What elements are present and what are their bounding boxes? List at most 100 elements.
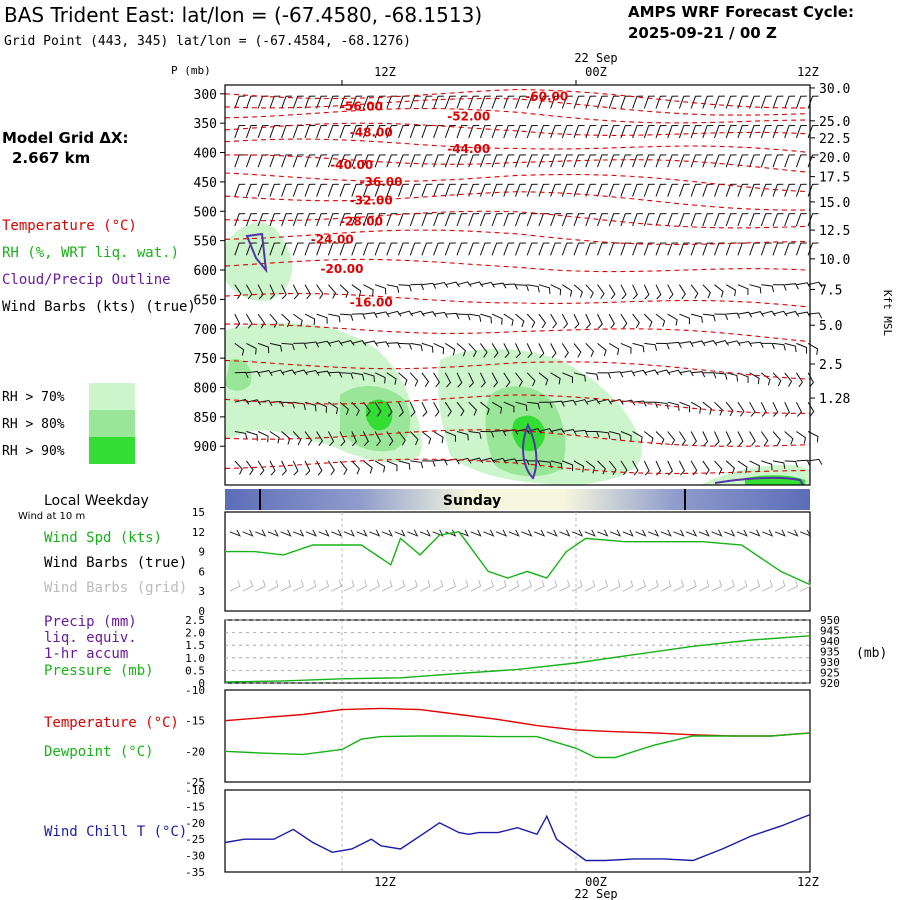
- wind-barb: [304, 154, 316, 168]
- wind-barb: [620, 313, 628, 329]
- wind-barb: [561, 183, 573, 197]
- wind-barb: [409, 183, 421, 197]
- wind-barb: [245, 125, 257, 139]
- wind-barb: [234, 313, 241, 329]
- wind-barb: [386, 310, 402, 317]
- weekday-name: Sunday: [443, 493, 501, 509]
- pressure-unit: (mb): [856, 646, 887, 661]
- wind-barb: [772, 401, 779, 417]
- wind-barb: [245, 460, 254, 476]
- wind-barb: [784, 242, 796, 256]
- wind-barb: [749, 284, 762, 294]
- height-tick-label: 2.5: [819, 358, 842, 373]
- wind-barb: [386, 342, 401, 349]
- wind-barb: [550, 372, 561, 385]
- y-tick-label: 0: [198, 605, 205, 618]
- wind-barb: [562, 429, 577, 435]
- wind-barb: [760, 183, 772, 197]
- wind-barb: [503, 372, 511, 388]
- wind-barb: [795, 401, 802, 417]
- isotherm-line: [224, 292, 811, 308]
- rh80-region: [225, 359, 252, 391]
- isotherm-line: [224, 394, 810, 414]
- y-tick-label: -20: [185, 745, 205, 758]
- legend-rh90-swatch: [89, 437, 135, 464]
- wind-barb: [234, 242, 246, 256]
- wind-barb: [749, 125, 761, 139]
- wind-barb: [445, 431, 457, 442]
- wind-barb: [257, 313, 266, 329]
- wind-barb: [503, 401, 515, 413]
- isotherm-label: -44.00: [447, 142, 490, 156]
- wind-barb: [749, 311, 765, 317]
- wind-barb: [328, 284, 337, 299]
- wind-barb: [597, 398, 613, 405]
- wind-barb: [772, 154, 784, 168]
- isotherm-label: -36.00: [360, 175, 403, 189]
- wind-barb: [327, 213, 339, 227]
- wind-barb: [269, 431, 280, 444]
- wind-barb: [328, 371, 343, 378]
- wind-barb: [421, 95, 433, 109]
- isotherm-line: [224, 97, 811, 116]
- wind-barb: [749, 341, 764, 348]
- wind-barb: [632, 369, 648, 376]
- wind-barb-grid: [711, 580, 723, 592]
- wind-barb: [725, 95, 737, 109]
- wind-barb-grid: [787, 580, 799, 592]
- wind-barb-true: [571, 529, 584, 537]
- wind-barb: [714, 313, 729, 320]
- wind-barb: [269, 369, 285, 376]
- y-tick-label: -15: [185, 800, 205, 813]
- wind-barb-grid: [571, 580, 583, 592]
- wind-barb: [620, 370, 636, 377]
- wind-barb: [609, 399, 624, 405]
- isotherm-line: [224, 107, 811, 124]
- isotherm-line: [224, 458, 811, 475]
- wind-barb: [281, 183, 293, 197]
- wind-barb: [445, 281, 460, 288]
- wind-barb: [444, 95, 456, 109]
- wind-barb: [410, 460, 424, 469]
- wind-barb: [363, 401, 371, 417]
- wind-barb: [456, 242, 468, 256]
- isotherm-label: -28.00: [340, 214, 383, 228]
- isotherm-line: [224, 122, 811, 136]
- y-tick-label: -25: [185, 833, 205, 846]
- wind-barb-grid: [584, 580, 596, 592]
- wind-barb: [702, 95, 714, 109]
- wind-barb-grid: [331, 580, 342, 592]
- wind-barb: [550, 284, 562, 296]
- wind-barb: [269, 242, 281, 256]
- y-tick-label: 6: [198, 565, 205, 578]
- height-tick-label: 12.5: [819, 224, 850, 239]
- wind-barb-true: [331, 529, 343, 537]
- wind-barb: [362, 431, 369, 447]
- wind-barb: [808, 312, 823, 319]
- pressure-tick-label: 350: [194, 117, 217, 132]
- wind-barb: [328, 340, 343, 346]
- wind-barb: [316, 125, 328, 139]
- time-tick-bottom-00z: 00Z: [585, 875, 607, 889]
- wind-barb: [468, 343, 477, 358]
- time-tick-bottom-12z-2: 12Z: [797, 875, 819, 889]
- cycle-value: 2025-09-21 / 00 Z: [628, 24, 777, 42]
- wind-barb: [421, 342, 434, 353]
- wind-barb: [363, 372, 375, 383]
- wind-barb: [433, 281, 449, 288]
- wind-barb: [339, 95, 351, 109]
- wind-barb: [316, 284, 324, 299]
- wind-barb: [327, 183, 339, 197]
- pressure-tick-label: 750: [194, 352, 217, 367]
- wind-barb: [784, 283, 799, 290]
- wind-barb: [316, 154, 328, 168]
- wind-barb: [655, 401, 669, 410]
- wind-barb: [527, 401, 541, 410]
- wind-barb: [726, 312, 741, 319]
- wind-barb: [456, 313, 471, 321]
- wind-barb: [281, 242, 293, 256]
- y-tick-label: 0: [198, 677, 205, 690]
- wind-barb: [702, 183, 714, 197]
- wind-barb: [737, 95, 749, 109]
